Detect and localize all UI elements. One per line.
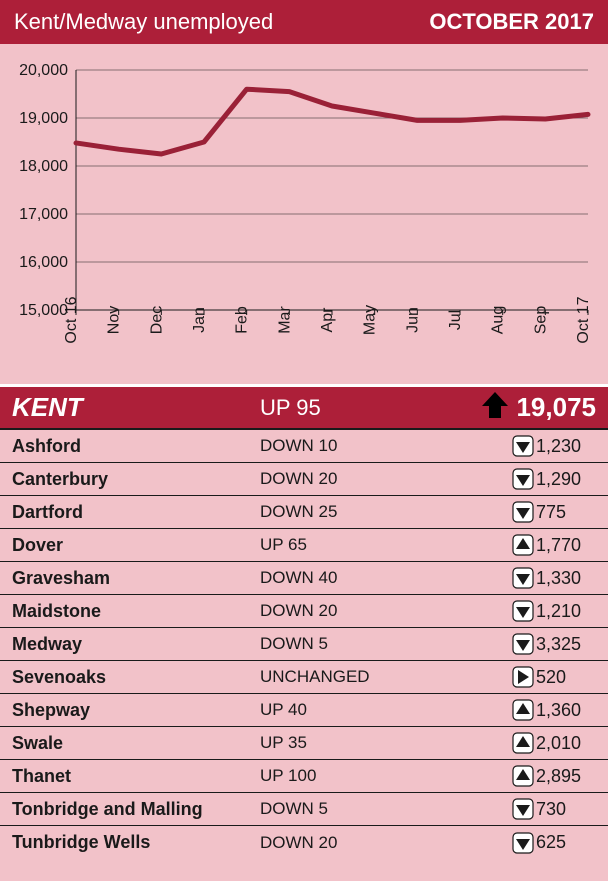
row-name: Tunbridge Wells	[12, 832, 260, 853]
row-value: 1,230	[536, 436, 596, 457]
svg-text:Jun: Jun	[404, 307, 421, 333]
row-delta: DOWN 10	[260, 436, 510, 456]
svg-text:Aug: Aug	[490, 306, 507, 334]
row-delta: UP 40	[260, 700, 510, 720]
row-name: Medway	[12, 634, 260, 655]
direction-icon	[510, 798, 536, 820]
summary-delta: UP 95	[260, 395, 480, 421]
row-value: 2,895	[536, 766, 596, 787]
row-delta: UNCHANGED	[260, 667, 510, 687]
row-name: Sevenoaks	[12, 667, 260, 688]
row-value: 625	[536, 832, 596, 853]
data-table: AshfordDOWN 101,230CanterburyDOWN 201,29…	[0, 430, 608, 859]
svg-text:Apr: Apr	[319, 307, 336, 333]
row-delta: DOWN 40	[260, 568, 510, 588]
row-name: Ashford	[12, 436, 260, 457]
svg-text:Nov: Nov	[106, 306, 123, 334]
row-value: 775	[536, 502, 596, 523]
direction-icon	[510, 666, 536, 688]
row-value: 730	[536, 799, 596, 820]
table-row: Tunbridge WellsDOWN 20 625	[0, 826, 608, 859]
row-delta: DOWN 25	[260, 502, 510, 522]
direction-icon	[510, 832, 536, 854]
svg-text:Mar: Mar	[276, 306, 293, 334]
direction-icon	[510, 699, 536, 721]
table-row: AshfordDOWN 10 1,230	[0, 430, 608, 463]
table-row: GraveshamDOWN 40 1,330	[0, 562, 608, 595]
svg-text:16,000: 16,000	[19, 254, 68, 271]
svg-text:17,000: 17,000	[19, 206, 68, 223]
svg-text:20,000: 20,000	[19, 62, 68, 79]
table-row: SevenoaksUNCHANGED 520	[0, 661, 608, 694]
direction-icon	[510, 501, 536, 523]
row-name: Shepway	[12, 700, 260, 721]
direction-icon	[510, 633, 536, 655]
row-value: 1,330	[536, 568, 596, 589]
svg-text:Feb: Feb	[234, 306, 251, 334]
svg-text:19,000: 19,000	[19, 110, 68, 127]
row-name: Gravesham	[12, 568, 260, 589]
table-row: ThanetUP 100 2,895	[0, 760, 608, 793]
row-name: Maidstone	[12, 601, 260, 622]
direction-icon	[510, 732, 536, 754]
row-name: Dartford	[12, 502, 260, 523]
chart-area: 15,000 16,000 17,000 18,000 19,000 20,000 Oct …	[0, 44, 608, 384]
row-value: 520	[536, 667, 596, 688]
direction-icon	[510, 468, 536, 490]
table-row: Tonbridge and MallingDOWN 5 730	[0, 793, 608, 826]
direction-icon	[510, 567, 536, 589]
page-title: Kent/Medway unemployed	[14, 9, 273, 35]
header-date: OCTOBER 2017	[429, 9, 594, 35]
row-delta: UP 100	[260, 766, 510, 786]
summary-bar: KENT UP 95 19,075	[0, 384, 608, 430]
line-chart: 15,000 16,000 17,000 18,000 19,000 20,000 Oct …	[10, 58, 598, 378]
table-row: DartfordDOWN 25 775	[0, 496, 608, 529]
svg-text:Oct 16: Oct 16	[63, 296, 80, 343]
summary-value: 19,075	[516, 392, 596, 423]
svg-text:Jul: Jul	[447, 310, 464, 330]
svg-text:15,000: 15,000	[19, 302, 68, 319]
row-name: Canterbury	[12, 469, 260, 490]
row-value: 3,325	[536, 634, 596, 655]
row-delta: DOWN 5	[260, 634, 510, 654]
svg-text:Dec: Dec	[148, 306, 165, 334]
row-name: Tonbridge and Malling	[12, 799, 260, 820]
row-delta: DOWN 20	[260, 833, 510, 853]
direction-icon	[510, 534, 536, 556]
row-name: Swale	[12, 733, 260, 754]
row-value: 2,010	[536, 733, 596, 754]
svg-text:Oct 17: Oct 17	[575, 296, 592, 343]
direction-icon	[510, 765, 536, 787]
row-value: 1,210	[536, 601, 596, 622]
row-name: Dover	[12, 535, 260, 556]
row-delta: DOWN 5	[260, 799, 510, 819]
row-value: 1,290	[536, 469, 596, 490]
row-value: 1,360	[536, 700, 596, 721]
row-value: 1,770	[536, 535, 596, 556]
svg-text:18,000: 18,000	[19, 158, 68, 175]
table-row: MedwayDOWN 5 3,325	[0, 628, 608, 661]
direction-icon	[510, 435, 536, 457]
row-name: Thanet	[12, 766, 260, 787]
table-row: MaidstoneDOWN 20 1,210	[0, 595, 608, 628]
direction-icon	[510, 600, 536, 622]
svg-text:Sep: Sep	[532, 306, 549, 335]
summary-arrow-icon	[480, 390, 510, 425]
table-row: DoverUP 65 1,770	[0, 529, 608, 562]
table-row: SwaleUP 35 2,010	[0, 727, 608, 760]
summary-name: KENT	[12, 392, 260, 423]
table-row: ShepwayUP 40 1,360	[0, 694, 608, 727]
row-delta: DOWN 20	[260, 601, 510, 621]
row-delta: UP 65	[260, 535, 510, 555]
row-delta: UP 35	[260, 733, 510, 753]
table-row: CanterburyDOWN 20 1,290	[0, 463, 608, 496]
header-bar: Kent/Medway unemployed OCTOBER 2017	[0, 0, 608, 44]
svg-text:Jan: Jan	[191, 307, 208, 333]
svg-text:May: May	[362, 305, 379, 335]
row-delta: DOWN 20	[260, 469, 510, 489]
